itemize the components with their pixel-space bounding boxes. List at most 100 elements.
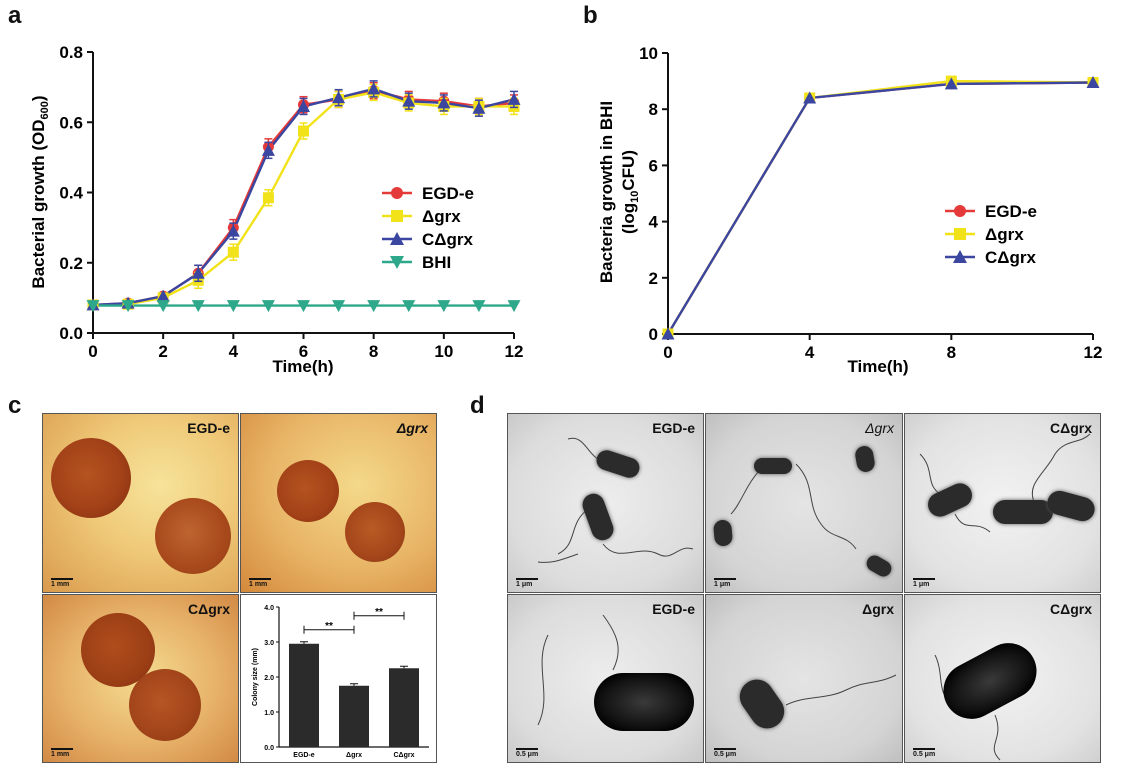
x-axis-label: Time(h) — [272, 357, 333, 376]
y-tick-label: 4.0 — [264, 605, 274, 612]
data-point — [86, 300, 100, 313]
tem-photo-dgrx-1um: Δgrx 1 μm — [705, 413, 903, 593]
data-point — [437, 300, 451, 313]
bar — [289, 643, 319, 747]
x-tick-label: CΔgrx — [394, 752, 415, 759]
y-tick-label: 0.6 — [59, 113, 83, 132]
growth-curve-chart-b: 0 4 8 12 0 2 4 6 8 10 Time(h) EGD-e Δgrx CΔgrx Bacteri… — [597, 44, 1103, 376]
data-point — [954, 228, 966, 240]
scale-label: 0.5 μm — [913, 751, 936, 758]
y-tick-label: 8 — [649, 100, 658, 119]
x-tick-label: 6 — [299, 342, 308, 361]
x-tick-label: 12 — [1084, 343, 1103, 362]
data-point — [191, 300, 205, 313]
scale-bar — [51, 748, 73, 750]
scale-bar — [51, 578, 73, 580]
y-axis-label: Bacterial growth (OD600) — [29, 95, 51, 288]
colony — [155, 498, 231, 574]
y-tick-label: 2 — [649, 269, 658, 288]
tem-photo-dgrx-05um: Δgrx 0.5 μm — [705, 594, 903, 763]
legend-label: BHI — [422, 253, 451, 272]
colony-size-chart-frame: 0.0 1.0 2.0 3.0 4.0 Colony size (mm) EGD-e Δgrx… — [240, 594, 437, 763]
bacterium — [754, 458, 792, 474]
photo-label: Δgrx — [862, 601, 894, 617]
y-tick-label: 0.0 — [59, 324, 83, 343]
x-tick-label: 10 — [434, 342, 453, 361]
series-line — [666, 81, 1094, 335]
x-tick-label: 2 — [158, 342, 167, 361]
x-tick-label: 4 — [229, 342, 239, 361]
legend-label: EGD-e — [985, 202, 1037, 221]
data-point — [262, 192, 274, 204]
flagella — [537, 437, 694, 563]
colony-size-bar-chart: 0.0 1.0 2.0 3.0 4.0 Colony size (mm) EGD-e Δgrx… — [252, 605, 429, 759]
growth-curve-chart-a: 0 2 4 6 8 10 12 0.0 0.2 0.4 0.6 0.8 Time(h) EGD-e Δgrx… — [29, 43, 523, 376]
scale-label: 0.5 μm — [714, 751, 737, 758]
data-point — [298, 125, 309, 137]
data-point — [332, 300, 346, 313]
legend-label: Δgrx — [422, 207, 461, 226]
bacterium — [993, 500, 1053, 524]
data-point — [953, 250, 967, 263]
y-tick-label: 0.2 — [59, 254, 83, 273]
data-point — [156, 300, 170, 313]
y-tick-label: 0.8 — [59, 43, 83, 62]
tem-photo-egde-05um: EGD-e 0.5 μm — [507, 594, 704, 763]
x-tick-label: Δgrx — [346, 752, 362, 759]
bacterium — [712, 519, 734, 547]
data-point — [803, 91, 817, 104]
y-axis-label: Bacteria growth in BHI — [597, 101, 616, 283]
data-point — [507, 300, 521, 313]
photo-label: Δgrx — [396, 420, 428, 436]
panel-letter-c: c — [8, 392, 22, 419]
photo-label: EGD-e — [187, 420, 230, 436]
data-point — [390, 232, 404, 245]
tem-photo-egde-1um: EGD-e 1 μm — [507, 413, 704, 593]
scale-label: 1 μm — [913, 581, 930, 588]
y-axis-label-2: (log10CFU) — [619, 150, 641, 234]
photo-label: EGD-e — [652, 601, 695, 617]
colony-photo-dgrx: Δgrx 1 mm — [240, 413, 437, 593]
bar — [339, 685, 369, 747]
scale-label: 1 mm — [51, 751, 70, 758]
y-tick-label: 0 — [649, 325, 658, 344]
colony-photo-egde: EGD-e 1 mm — [42, 413, 239, 593]
data-point — [297, 300, 310, 313]
scale-bar — [913, 748, 935, 750]
photo-label: CΔgrx — [188, 601, 230, 617]
tem-photo-cdgrx-05um: CΔgrx 0.5 μm — [904, 594, 1101, 763]
data-point — [954, 205, 966, 217]
colony — [51, 438, 131, 518]
bar — [389, 668, 419, 747]
y-tick-label: 1.0 — [264, 710, 274, 717]
flagella — [537, 614, 619, 726]
scale-label: 1 mm — [51, 581, 70, 588]
scale-bar — [714, 748, 736, 750]
flagella — [919, 433, 1091, 533]
data-point — [472, 300, 486, 313]
data-point — [390, 256, 404, 269]
y-tick-label: 0.0 — [264, 745, 274, 752]
data-point — [226, 224, 240, 237]
data-point — [227, 246, 239, 258]
data-point — [402, 300, 416, 313]
y-tick-label: 0.4 — [59, 184, 83, 203]
legend-label: Δgrx — [985, 225, 1024, 244]
flagella — [785, 674, 897, 706]
data-point — [191, 266, 205, 279]
photo-label: EGD-e — [652, 420, 695, 436]
data-point — [391, 187, 403, 199]
panel-letter-b: b — [583, 2, 598, 29]
colony — [81, 613, 155, 687]
colony — [129, 669, 201, 741]
panel-letter-d: d — [470, 392, 485, 419]
data-point — [226, 300, 240, 313]
data-point — [261, 143, 275, 156]
x-tick-label: 0 — [663, 343, 672, 362]
scale-label: 1 mm — [249, 581, 268, 588]
scale-label: 1 μm — [516, 581, 533, 588]
data-point — [472, 101, 486, 114]
x-axis-label: Time(h) — [847, 357, 908, 376]
photo-label: CΔgrx — [1050, 601, 1092, 617]
y-tick-label: 4 — [649, 213, 659, 232]
